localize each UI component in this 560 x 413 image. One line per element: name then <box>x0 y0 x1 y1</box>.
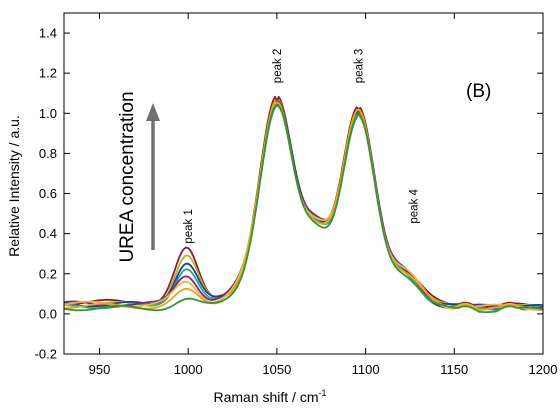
y-tick-label: 0.0 <box>39 306 57 321</box>
x-tick-label: 1100 <box>352 362 380 377</box>
x-tick-label: 1150 <box>440 362 468 377</box>
urea-concentration-label: UREA concentration <box>117 91 138 262</box>
panel-label: (B) <box>466 81 491 102</box>
y-tick-label: 0.8 <box>39 146 57 161</box>
x-tick-label: 950 <box>89 362 111 377</box>
ticks-layer: 950 1000 1050 1100 1150 1200 -0.2 0.0 0.2 0.4 0.6 0… <box>35 13 558 377</box>
y-tick-label: 1.2 <box>39 66 57 81</box>
y-tick-label: 0.2 <box>39 266 57 281</box>
y-tick-label: 0.6 <box>39 186 57 201</box>
peak-label-1: peak 1 <box>183 209 195 244</box>
y-tick-label: 0.4 <box>39 226 57 241</box>
y-axis-title: Relative Intensity / a.u. <box>6 115 22 257</box>
x-axis-title: Raman shift / cm-1 <box>213 388 326 405</box>
x-axis-title-superscript: -1 <box>319 388 327 398</box>
peak-label-4: peak 4 <box>408 188 420 223</box>
concentration-arrow <box>146 103 160 250</box>
y-tick-label: 1.4 <box>39 26 57 41</box>
y-tick-label: -0.2 <box>35 347 57 362</box>
peak-label-2: peak 2 <box>272 49 284 84</box>
x-tick-label: 1200 <box>529 362 558 377</box>
x-tick-label: 1000 <box>174 362 203 377</box>
series-layer <box>63 95 544 314</box>
y-tick-label: 1.0 <box>39 106 57 121</box>
peak-label-3: peak 3 <box>353 49 365 84</box>
x-tick-label: 1050 <box>262 362 291 377</box>
spectrum-line-8 <box>63 104 544 314</box>
peak-labels: peak 1 peak 2 peak 3 peak 4 <box>183 49 420 244</box>
plot-frame <box>63 12 544 355</box>
